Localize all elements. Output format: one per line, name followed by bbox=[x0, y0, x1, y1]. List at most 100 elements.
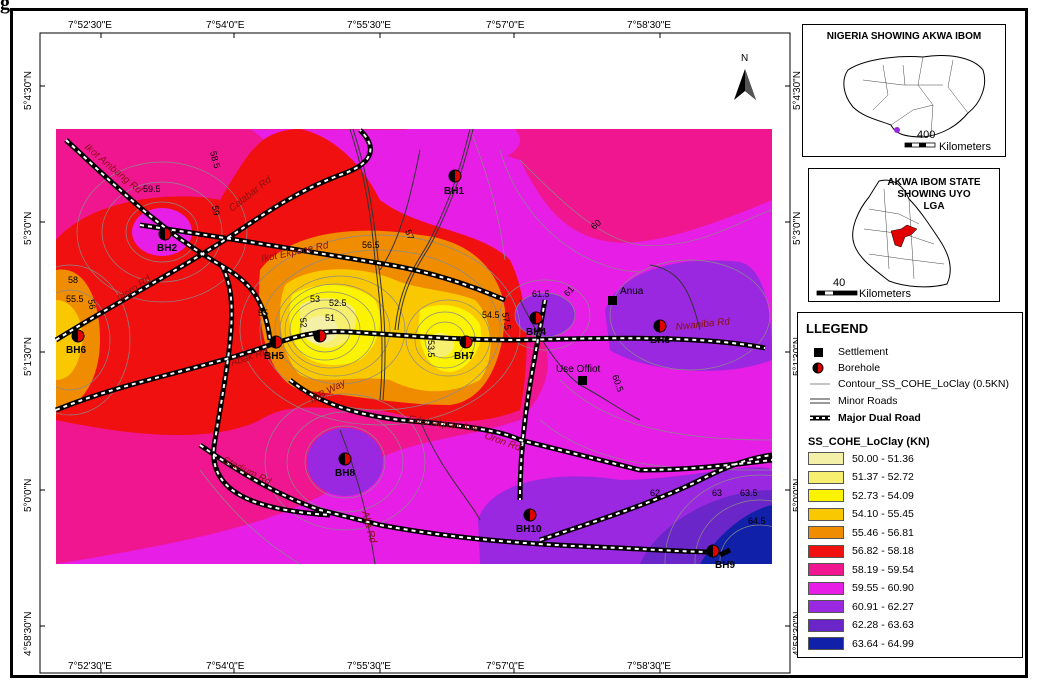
north-arrow: N bbox=[734, 53, 756, 100]
legend-class-label: 52.73 - 54.09 bbox=[852, 489, 914, 502]
contour-label: 59 bbox=[210, 205, 222, 217]
legend-class-label: 62.28 - 63.63 bbox=[852, 619, 914, 631]
legend-item-borehole: Borehole bbox=[808, 361, 880, 375]
akwa-ibom-outline bbox=[816, 179, 951, 296]
boreholes: BH1 BH2 BH3 BH4 BH5 BH6 BH7 BH8 BH9 BH bbox=[66, 169, 735, 571]
contour-label: 56.5 bbox=[362, 240, 380, 250]
settlements: Anua Use Offiot bbox=[556, 286, 644, 385]
legend-swatch bbox=[808, 637, 844, 650]
legend-class-label: 63.64 - 64.99 bbox=[852, 637, 914, 650]
legend-swatch bbox=[808, 526, 844, 539]
svg-text:BH8: BH8 bbox=[335, 468, 355, 479]
contour-label: 60 bbox=[589, 217, 603, 231]
longitude-label-bottom: 7°54'0"E bbox=[206, 661, 245, 672]
contour-label: 52 bbox=[298, 317, 309, 328]
latitude-label-right: 5°3'0"N bbox=[792, 211, 803, 245]
legend-class-row: 50.00 - 51.36 bbox=[808, 452, 914, 465]
legend-class-row: 56.82 - 58.18 bbox=[808, 544, 914, 558]
legend-item-contour: Contour_SS_COHE_LoClay (0.5KN) bbox=[808, 377, 1009, 391]
legend-class-row: 60.91 - 62.27 bbox=[808, 600, 914, 613]
inset-nigeria-scale-unit: Kilometers bbox=[939, 141, 991, 153]
legend-swatch bbox=[808, 544, 844, 558]
inset-akwa-ibom: AKWA IBOM STATE SHOWING UYO LGA 40 Kilom… bbox=[808, 168, 1000, 302]
longitude-label-top: 7°54'0"E bbox=[206, 20, 245, 31]
contour-label: 62 bbox=[650, 488, 660, 498]
borehole-bh2: BH2 bbox=[157, 227, 177, 254]
svg-text:BH7: BH7 bbox=[454, 351, 474, 362]
contour-label: 64.5 bbox=[748, 516, 766, 526]
legend-label: Settlement bbox=[838, 346, 889, 358]
legend-class-label: 55.46 - 56.81 bbox=[852, 526, 914, 539]
settlement-label: Use Offiot bbox=[556, 364, 600, 375]
borehole-bh3: BH3 bbox=[650, 319, 670, 346]
longitude-label-top: 7°57'0"E bbox=[486, 20, 525, 31]
svg-text:BH4: BH4 bbox=[526, 327, 546, 338]
legend-label: Borehole bbox=[838, 362, 881, 374]
legend-swatch bbox=[808, 563, 844, 576]
legend-class-row: 59.55 - 60.90 bbox=[808, 581, 914, 595]
borehole-bh7: BH7 bbox=[454, 335, 474, 362]
legend-class-label: 56.82 - 58.18 bbox=[852, 545, 914, 557]
latitude-label-left: 5°3'0"N bbox=[23, 211, 34, 245]
inset-nigeria-title: NIGERIA SHOWING AKWA IBOM bbox=[826, 31, 982, 42]
longitude-label-bottom: 7°57'0"E bbox=[486, 661, 525, 672]
graticule-ticks bbox=[40, 33, 790, 673]
legend-label: Contour_SS_COHE_LoClay (0.5KN) bbox=[838, 378, 1009, 390]
map-neatline bbox=[39, 32, 791, 674]
contour-label: 55 bbox=[258, 308, 268, 318]
legend-item-minor-roads: Minor Roads bbox=[808, 394, 898, 408]
inset-akwa-title-2: SHOWING UYO bbox=[897, 189, 971, 200]
longitude-label-top: 7°52'30"E bbox=[68, 20, 112, 31]
svg-text:BH3: BH3 bbox=[650, 335, 670, 346]
contour-label: 58 bbox=[68, 275, 78, 285]
svg-text:BH10: BH10 bbox=[516, 524, 542, 535]
inset-nigeria-scale-value: 400 bbox=[917, 129, 936, 141]
legend-swatch bbox=[808, 618, 844, 632]
legend-swatch bbox=[808, 470, 844, 484]
legend-class-label: 59.55 - 60.90 bbox=[852, 582, 914, 594]
legend: LLEGEND Settlement Borehole Contour_SS_C… bbox=[797, 312, 1023, 658]
legend-class-row: 54.10 - 55.45 bbox=[808, 507, 914, 521]
legend-class-row: 51.37 - 52.72 bbox=[808, 470, 914, 484]
borehole-bh1: BH1 bbox=[444, 169, 464, 197]
contour-label: 61 bbox=[562, 284, 576, 298]
legend-class-row: 52.73 - 54.09 bbox=[808, 489, 914, 502]
contour-label: 57 bbox=[403, 228, 416, 241]
borehole-bh9: BH9 bbox=[706, 544, 735, 571]
legend-swatch bbox=[808, 489, 844, 502]
contour-label: 52.5 bbox=[329, 298, 347, 308]
legend-swatch bbox=[808, 581, 844, 595]
legend-swatch bbox=[808, 452, 844, 465]
contour-label: 61.5 bbox=[532, 289, 550, 299]
legend-title: LLEGEND bbox=[806, 321, 869, 336]
svg-text:N: N bbox=[741, 53, 748, 64]
legend-classes-title: SS_COHE_LoClay (KN) bbox=[808, 436, 930, 448]
legend-class-row: 55.46 - 56.81 bbox=[808, 526, 914, 539]
borehole-bh5: BH5 bbox=[264, 335, 284, 362]
svg-text:BH9: BH9 bbox=[715, 560, 735, 571]
legend-class-row: 62.28 - 63.63 bbox=[808, 618, 914, 632]
contour-label: 54.5 bbox=[482, 310, 500, 320]
contour-value-labels: 59.5 58.5 59 57 56.5 58 56 55.5 55 53 52… bbox=[66, 150, 766, 526]
settlement-label: Anua bbox=[620, 286, 644, 297]
borehole-bh6: BH6 bbox=[66, 329, 86, 356]
legend-swatch bbox=[808, 507, 844, 521]
contour-label: 63.5 bbox=[740, 488, 758, 498]
settlement-marker bbox=[608, 296, 617, 305]
inset-nigeria: NIGERIA SHOWING AKWA IBOM 400 Kilometers bbox=[802, 24, 1006, 157]
contour-label: 53.5 bbox=[426, 340, 436, 358]
legend-class-label: 60.91 - 62.27 bbox=[852, 600, 914, 613]
contour-label: 58.5 bbox=[208, 150, 222, 170]
legend-class-label: 58.19 - 59.54 bbox=[852, 563, 914, 576]
inset-akwa-title-1: AKWA IBOM STATE bbox=[887, 177, 981, 188]
legend-class-label: 54.10 - 55.45 bbox=[852, 508, 914, 520]
latitude-label-left: 4°58'30"N bbox=[23, 611, 34, 657]
legend-item-settlement: Settlement bbox=[808, 345, 888, 359]
borehole-bh10: BH10 bbox=[516, 508, 542, 535]
contour-label: 55.5 bbox=[66, 294, 84, 304]
nigeria-outline bbox=[843, 55, 986, 148]
latitude-label-left: 5°4'30"N bbox=[23, 71, 34, 110]
svg-text:BH6: BH6 bbox=[66, 345, 86, 356]
inset-akwa-scale-unit: Kilometers bbox=[859, 288, 911, 300]
